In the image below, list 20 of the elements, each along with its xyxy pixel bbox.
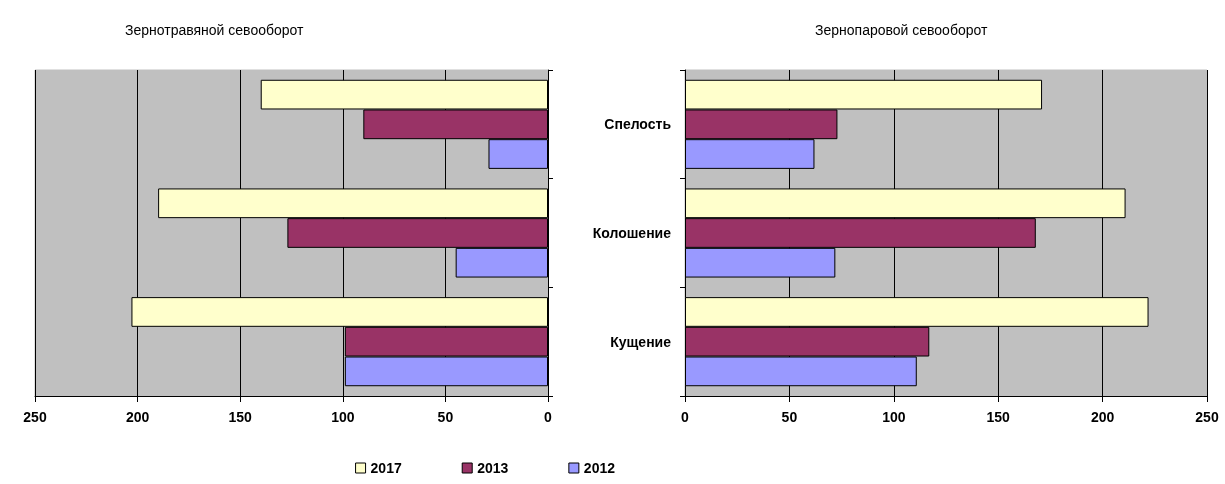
x-tick-label: 200 <box>125 409 150 425</box>
x-tick-label: 100 <box>882 409 906 425</box>
x-tick-label: 250 <box>1195 409 1219 425</box>
y-tick-label: Спелость <box>604 116 672 133</box>
legend-label: 2012 <box>583 460 616 476</box>
x-tick-label: 0 <box>681 409 690 425</box>
x-tick-label: 50 <box>437 409 454 425</box>
chart-title: Зернопаровой севооборот <box>815 22 988 38</box>
legend-label: 2017 <box>370 460 402 476</box>
y-tick-label: Кущение <box>610 333 672 350</box>
legend-label: 2013 <box>477 460 509 476</box>
x-tick-label: 0 <box>544 409 553 425</box>
y-tick-label: Колошение <box>592 225 672 241</box>
x-tick-label: 50 <box>781 409 798 425</box>
x-tick-label: 100 <box>331 409 355 425</box>
x-tick-label: 200 <box>1090 409 1115 425</box>
x-tick-label: 250 <box>23 409 47 425</box>
x-tick-label: 150 <box>228 409 253 425</box>
chart-title: Зернотравяной севооборот <box>125 22 305 38</box>
x-tick-label: 150 <box>986 409 1011 425</box>
